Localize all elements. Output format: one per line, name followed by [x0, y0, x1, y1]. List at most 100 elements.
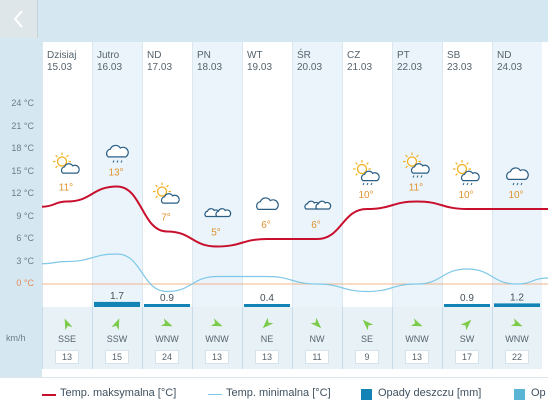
y-tick-label: 15 °C — [11, 165, 34, 176]
wind-arrow-icon — [362, 319, 374, 331]
wind-speed: 22 — [505, 350, 529, 364]
legend-rain-label[interactable]: Opady deszczu [mm] — [378, 387, 482, 399]
cloud-rain-icon — [106, 144, 129, 163]
sun-cloud-rain-icon — [453, 160, 480, 186]
day-date: 23.03 — [447, 62, 473, 73]
cloud-rain-icon — [506, 167, 529, 186]
max-temp-label: 11° — [409, 183, 423, 194]
wind-arrow-icon — [460, 319, 472, 331]
temperature-chart: 1.7 0.9 0.4 0.9 1.2 11° 13° 7° 5° 6° 6° 10° 11° 10° 10… — [42, 144, 548, 307]
y-tick-label: 21 °C — [11, 120, 34, 131]
day-date: 16.03 — [97, 62, 123, 73]
chevron-left-icon — [13, 10, 23, 28]
day-header: PN 18.03 — [193, 42, 243, 74]
day-header: Jutro 16.03 — [93, 42, 143, 74]
max-temp-label: 6° — [311, 220, 321, 231]
day-date: 18.03 — [197, 62, 223, 73]
legend-min-label[interactable]: Temp. minimalna [°C] — [226, 387, 331, 399]
day-date: 15.03 — [47, 62, 73, 73]
sun-cloud-icon — [153, 182, 180, 204]
wind-direction: SE — [360, 334, 373, 344]
wind-direction: NE — [260, 334, 274, 344]
wind-arrow-icon — [310, 317, 322, 329]
y-tick-label: 3 °C — [16, 255, 34, 266]
wind-speed: 13 — [55, 350, 79, 364]
day-name: ND — [497, 50, 512, 61]
wind-speed: 13 — [255, 350, 279, 364]
wind-arrow-icon — [210, 318, 223, 327]
precip-label: 1.2 — [510, 292, 524, 303]
clouds-icon — [304, 200, 332, 210]
day-name: ŚR — [297, 50, 311, 61]
legend-min-swatch — [208, 394, 222, 395]
max-temp-label: 6° — [261, 220, 271, 231]
max-temp-label: 5° — [211, 228, 221, 239]
wind-direction: WNW — [155, 334, 179, 344]
legend-rain-swatch — [361, 389, 372, 400]
max-temp-label: 11° — [59, 183, 73, 194]
legend-other-label[interactable]: Op — [531, 387, 546, 399]
y-tick-label: 6 °C — [16, 233, 34, 243]
day-header: SB 23.03 — [443, 42, 493, 74]
precip-bar — [494, 303, 540, 307]
precip-label: 0.9 — [160, 293, 174, 304]
precip-label: 1.7 — [110, 291, 124, 302]
min-temp-line — [42, 253, 548, 293]
wind-speed: 17 — [455, 350, 479, 364]
legend-max-label[interactable]: Temp. maksymalna [°C] — [60, 387, 177, 399]
day-name: WT — [247, 50, 263, 61]
day-name: Jutro — [97, 50, 120, 61]
sun-cloud-icon — [53, 152, 80, 174]
precip-bar — [144, 304, 190, 307]
wind-speed: 9 — [355, 350, 379, 364]
day-date: 19.03 — [247, 62, 273, 73]
day-header: ND 17.03 — [143, 42, 193, 74]
wind-arrow-icon — [410, 318, 423, 327]
precip-bar — [444, 304, 490, 307]
day-column[interactable]: WT 19.03 — [242, 42, 292, 369]
back-button[interactable] — [0, 0, 38, 38]
legend-max-swatch — [42, 394, 56, 396]
wind-arrow-icon — [64, 318, 73, 331]
day-date: 17.03 — [147, 62, 173, 73]
day-name: SB — [447, 50, 461, 61]
sun-cloud-rain-icon — [353, 160, 380, 186]
max-temp-line — [42, 185, 548, 248]
cloud-icon — [256, 197, 279, 210]
wind-arrow-icon — [111, 318, 120, 331]
y-tick-label: 9 °C — [16, 210, 34, 221]
day-date: 24.03 — [497, 62, 523, 73]
y-tick-label: 12 °C — [11, 188, 34, 198]
wind-direction: SSE — [57, 334, 76, 344]
day-header: WT 19.03 — [243, 42, 293, 74]
y-tick-label: 0 °C — [16, 278, 34, 288]
wind-unit: km/h — [6, 333, 26, 343]
max-temp-label: 13° — [108, 168, 123, 179]
wind-direction: WNW — [205, 334, 229, 344]
max-temp-label: 10° — [358, 190, 373, 201]
wind-speed: 13 — [205, 350, 229, 364]
wind-direction: WNW — [505, 334, 529, 344]
precip-bar — [94, 301, 140, 307]
day-header: Dzisiaj 15.03 — [43, 42, 93, 74]
day-name: ND — [147, 50, 162, 61]
legend: Temp. maksymalna [°C] Temp. minimalna [°… — [0, 377, 548, 410]
precip-bar — [244, 304, 290, 307]
day-column[interactable]: Dzisiaj 15.03 — [42, 42, 92, 369]
day-header: CZ 21.03 — [343, 42, 393, 74]
day-header: PT 22.03 — [393, 42, 443, 74]
wind-direction: NW — [309, 334, 325, 344]
y-tick-label: 18 °C — [11, 143, 34, 153]
wind-speed: 15 — [105, 350, 129, 364]
day-name: PN — [197, 50, 211, 61]
wind-arrow-icon — [262, 317, 274, 329]
day-column[interactable]: CZ 21.03 — [342, 42, 392, 369]
wind-arrow-icon — [510, 318, 523, 327]
day-header: ND 24.03 — [493, 42, 543, 74]
precip-label: 0.9 — [460, 293, 474, 304]
wind-direction: SW — [459, 334, 475, 344]
day-column[interactable]: ND 17.03 — [142, 42, 192, 369]
wind-direction: SSW — [106, 334, 128, 344]
day-name: PT — [397, 50, 410, 61]
day-date: 22.03 — [397, 62, 423, 73]
